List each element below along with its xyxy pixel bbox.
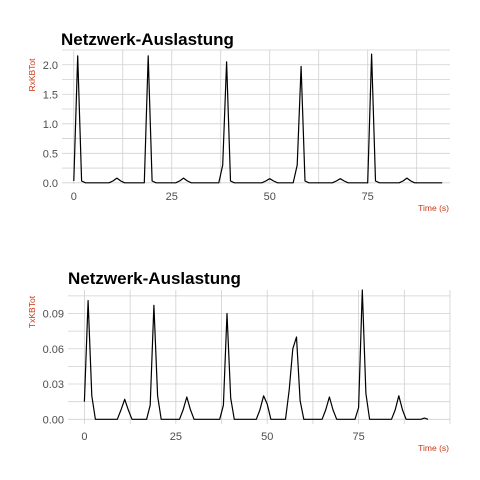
y-axis-label: TxKBTot bbox=[27, 295, 37, 328]
y-tick-label: 0.06 bbox=[43, 344, 64, 356]
y-axis-label: RxKBTot bbox=[27, 58, 37, 92]
y-tick-label: 0.0 bbox=[43, 178, 58, 190]
series-line-1 bbox=[73, 53, 443, 184]
x-tick-label: 75 bbox=[352, 431, 364, 443]
x-tick-label: 75 bbox=[362, 191, 374, 203]
y-tick-label: 2.0 bbox=[43, 60, 58, 72]
chart-panel-2: Netzwerk-Auslastung 0 25 50 75 0.00 0.03 0.06 0.… bbox=[27, 269, 451, 453]
x-tick-label: 50 bbox=[264, 191, 276, 203]
x-tick-label: 25 bbox=[170, 431, 182, 443]
y-tick-label: 0.09 bbox=[43, 309, 64, 321]
series-line-1 bbox=[83, 289, 429, 420]
gridlines bbox=[68, 290, 451, 424]
chart-panel-1: Netzwerk-Auslastung 0 25 50 75 0.0 0.5 1.0 1.5 2.… bbox=[27, 30, 450, 213]
x-tick-label: 50 bbox=[261, 431, 273, 443]
chart-title: Netzwerk-Auslastung bbox=[68, 269, 241, 288]
chart-title: Netzwerk-Auslastung bbox=[61, 30, 234, 49]
gridlines bbox=[62, 49, 450, 184]
x-axis-label: Time (s) bbox=[418, 443, 449, 453]
x-tick-label: 25 bbox=[166, 191, 178, 203]
x-axis-label: Time (s) bbox=[418, 203, 449, 213]
y-tick-label: 0.03 bbox=[43, 379, 64, 391]
y-tick-label: 1.5 bbox=[43, 89, 58, 101]
y-tick-label: 1.0 bbox=[43, 119, 58, 131]
y-tick-label: 0.00 bbox=[43, 414, 64, 426]
y-tick-label: 0.5 bbox=[43, 148, 58, 160]
x-tick-label: 0 bbox=[71, 191, 77, 203]
x-tick-label: 0 bbox=[81, 431, 87, 443]
